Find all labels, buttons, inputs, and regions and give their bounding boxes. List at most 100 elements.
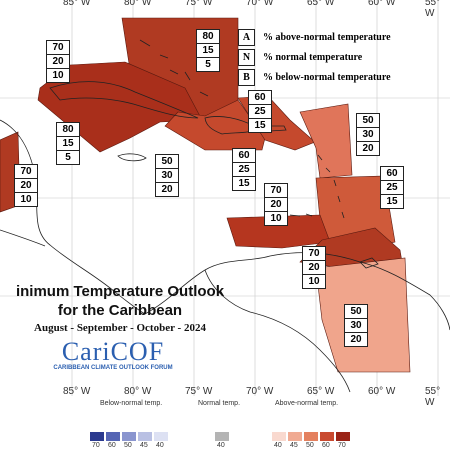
scale-swatch bbox=[106, 432, 120, 441]
scale-tick: 40 bbox=[217, 442, 225, 449]
lon-label-top: 75° W bbox=[185, 0, 213, 8]
prob-box-trinidad: 70 20 10 bbox=[302, 246, 326, 289]
prob-box-western-caribbean: 50 30 20 bbox=[155, 154, 179, 197]
scale-swatch bbox=[336, 432, 350, 441]
lon-label-top: 65° W bbox=[307, 0, 335, 8]
lon-label-bottom: 75° W bbox=[185, 386, 213, 397]
map-title: inimum Temperature Outlook bbox=[15, 283, 225, 300]
key-text: % normal temperature bbox=[263, 51, 363, 63]
prob-below: 10 bbox=[308, 276, 320, 287]
scale-swatch bbox=[320, 432, 334, 441]
prob-above: 60 bbox=[249, 91, 271, 105]
prob-below: 15 bbox=[386, 196, 398, 207]
prob-above: 50 bbox=[357, 114, 379, 128]
coastlines bbox=[0, 39, 450, 393]
prob-normal: 20 bbox=[265, 198, 287, 212]
scale-swatch bbox=[90, 432, 104, 441]
prob-below: 20 bbox=[161, 184, 173, 195]
zone-hispaniola bbox=[164, 99, 266, 151]
scale-tick: 45 bbox=[140, 442, 148, 449]
scale-tick: 60 bbox=[322, 442, 330, 449]
prob-normal: 25 bbox=[233, 163, 255, 177]
lon-label-bottom: 70° W bbox=[246, 386, 274, 397]
scale-normal-label: Normal temp. bbox=[198, 400, 241, 407]
prob-below: 5 bbox=[65, 152, 71, 163]
prob-box-guianas: 50 30 20 bbox=[344, 304, 368, 347]
prob-normal: 30 bbox=[357, 128, 379, 142]
prob-normal: 20 bbox=[303, 261, 325, 275]
prob-normal: 15 bbox=[57, 137, 79, 151]
map-title-block: inimum Temperature Outlook for the Carib… bbox=[0, 282, 240, 334]
key-text: % above-normal temperature bbox=[263, 31, 391, 43]
caricof-logo: CariCOF CARIBBEAN CLIMATE OUTLOOK FORUM bbox=[47, 337, 179, 372]
lon-label-bottom: 85° W bbox=[63, 386, 91, 397]
scale-tick: 70 bbox=[92, 442, 100, 449]
prob-below: 5 bbox=[205, 59, 211, 70]
logo-wordmark: CariCOF bbox=[61, 337, 165, 366]
prob-normal: 20 bbox=[15, 179, 37, 193]
key-row-above: A % above-normal temperature bbox=[238, 27, 391, 47]
prob-above: 70 bbox=[47, 41, 69, 55]
lon-label-bottom: 80° W bbox=[124, 386, 152, 397]
prob-normal: 30 bbox=[156, 169, 178, 183]
prob-normal: 30 bbox=[345, 319, 367, 333]
prob-above: 80 bbox=[57, 123, 79, 137]
lon-label-top: 70° W bbox=[246, 0, 274, 8]
lon-label-bottom: 60° W bbox=[368, 386, 396, 397]
scale-tick: 70 bbox=[338, 442, 346, 449]
lon-label-top: 85° W bbox=[63, 0, 91, 8]
lon-label-bottom: 65° W bbox=[307, 386, 335, 397]
key-letter: N bbox=[238, 48, 255, 66]
scale-tick: 60 bbox=[108, 442, 116, 449]
scale-above-label: Above-normal temp. bbox=[275, 400, 339, 407]
key-row-below: B % below-normal temperature bbox=[238, 67, 391, 87]
prob-box-abc-islands: 70 20 10 bbox=[264, 183, 288, 226]
scale-tick: 40 bbox=[156, 442, 164, 449]
prob-below: 10 bbox=[20, 194, 32, 205]
probability-key: A % above-normal temperature N % normal … bbox=[238, 27, 391, 87]
map-title-line2: for the Caribbean bbox=[57, 302, 183, 319]
key-row-normal: N % normal temperature bbox=[238, 47, 391, 67]
prob-above: 50 bbox=[345, 305, 367, 319]
scale-swatch bbox=[154, 432, 168, 441]
scale-swatch bbox=[272, 432, 286, 441]
prob-below: 10 bbox=[270, 213, 282, 224]
scale-swatch bbox=[304, 432, 318, 441]
prob-above: 80 bbox=[197, 30, 219, 44]
prob-box-central-america: 70 20 10 bbox=[14, 164, 38, 207]
prob-below: 20 bbox=[362, 143, 374, 154]
scale-tick: 50 bbox=[124, 442, 132, 449]
scale-tick: 40 bbox=[274, 442, 282, 449]
scale-swatch-normal bbox=[215, 432, 229, 441]
prob-above: 50 bbox=[156, 155, 178, 169]
prob-box-cuba: 70 20 10 bbox=[46, 40, 70, 83]
prob-above: 60 bbox=[381, 167, 403, 181]
prob-above: 70 bbox=[265, 184, 287, 198]
lon-label-top: 60° W bbox=[368, 0, 396, 8]
scale-swatch bbox=[138, 432, 152, 441]
prob-box-jamaica: 80 15 5 bbox=[56, 122, 80, 165]
scale-below-label: Below-normal temp. bbox=[100, 400, 163, 407]
prob-normal: 25 bbox=[381, 181, 403, 195]
key-letter: B bbox=[238, 68, 255, 86]
scale-tick: 45 bbox=[290, 442, 298, 449]
prob-box-puerto-rico: 60 25 15 bbox=[232, 148, 256, 191]
lon-label-top: 55° W bbox=[425, 0, 441, 19]
zone-abc bbox=[226, 214, 331, 249]
prob-box-windward: 60 25 15 bbox=[380, 166, 404, 209]
logo-subtext: CARIBBEAN CLIMATE OUTLOOK FORUM bbox=[53, 365, 173, 371]
color-scale: Below-normal temp. Normal temp. Above-no… bbox=[0, 398, 450, 450]
prob-normal: 25 bbox=[249, 105, 271, 119]
prob-above: 60 bbox=[233, 149, 255, 163]
lon-label-top: 80° W bbox=[124, 0, 152, 8]
key-text: % below-normal temperature bbox=[263, 71, 391, 83]
map-period: August - September - October - 2024 bbox=[34, 322, 206, 334]
lon-label-bottom: 55° W bbox=[425, 386, 441, 408]
scale-swatch bbox=[288, 432, 302, 441]
key-letter: A bbox=[238, 28, 255, 46]
prob-normal: 15 bbox=[197, 44, 219, 58]
prob-box-hispaniola: 60 25 15 bbox=[248, 90, 272, 133]
scale-swatch bbox=[122, 432, 136, 441]
prob-below: 15 bbox=[238, 178, 250, 189]
scale-tick: 50 bbox=[306, 442, 314, 449]
